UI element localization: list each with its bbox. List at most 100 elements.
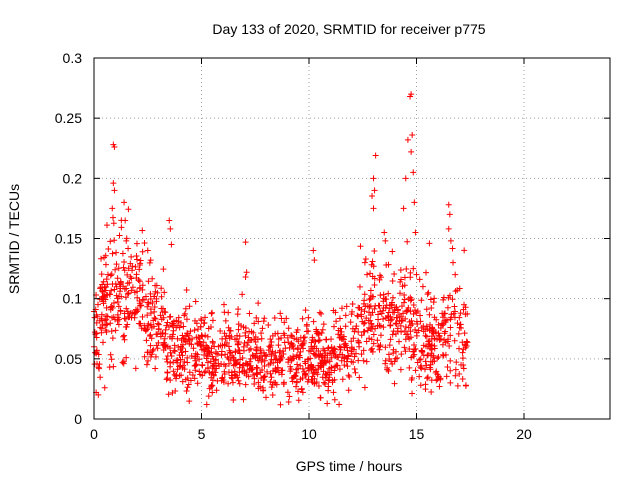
data-point xyxy=(239,355,246,362)
data-point xyxy=(125,290,132,297)
data-point xyxy=(459,339,466,346)
data-point xyxy=(201,369,208,376)
data-point xyxy=(143,361,150,368)
data-point xyxy=(147,321,154,328)
data-point xyxy=(171,342,178,349)
data-point xyxy=(366,335,373,342)
data-point xyxy=(114,275,121,282)
data-point xyxy=(460,362,467,369)
data-point xyxy=(145,278,152,285)
data-point xyxy=(414,308,421,315)
data-point xyxy=(336,315,343,322)
data-point xyxy=(218,348,225,355)
data-point xyxy=(203,355,210,362)
data-point xyxy=(225,324,232,331)
data-point xyxy=(186,398,193,405)
data-point xyxy=(147,342,154,349)
data-point xyxy=(406,335,413,342)
data-point xyxy=(137,302,144,309)
data-point xyxy=(423,306,430,313)
data-point xyxy=(129,284,136,291)
data-point xyxy=(433,377,440,384)
data-point xyxy=(339,351,346,358)
data-point xyxy=(92,349,99,356)
data-point xyxy=(99,288,106,295)
data-point xyxy=(324,357,331,364)
data-point xyxy=(361,297,368,304)
data-point xyxy=(427,345,434,352)
data-point xyxy=(382,237,389,244)
data-point xyxy=(297,376,304,383)
data-point xyxy=(240,396,247,403)
data-point xyxy=(417,356,424,363)
data-point xyxy=(174,359,181,366)
data-point xyxy=(377,308,384,315)
data-point xyxy=(411,351,418,358)
data-point xyxy=(199,361,206,368)
data-point xyxy=(299,342,306,349)
data-point xyxy=(110,300,117,307)
data-point xyxy=(186,303,193,310)
data-point xyxy=(263,394,269,401)
data-point xyxy=(337,346,344,353)
data-point xyxy=(417,364,424,371)
data-point xyxy=(358,306,365,313)
data-point xyxy=(145,322,152,329)
data-point xyxy=(186,337,193,344)
data-point xyxy=(319,374,326,381)
data-point xyxy=(447,367,454,374)
data-point xyxy=(205,325,212,332)
data-point xyxy=(293,378,300,385)
data-point xyxy=(301,368,308,375)
data-point xyxy=(291,372,298,379)
data-point xyxy=(410,301,417,308)
data-point xyxy=(311,337,318,344)
data-point xyxy=(160,347,167,354)
data-point xyxy=(260,349,267,356)
data-point xyxy=(236,380,243,387)
data-point xyxy=(215,343,222,350)
data-point xyxy=(167,225,174,232)
data-point xyxy=(185,332,192,339)
data-point xyxy=(184,359,191,366)
data-point xyxy=(315,382,322,389)
data-point xyxy=(221,330,228,337)
data-point xyxy=(235,326,242,333)
data-point xyxy=(457,310,464,317)
data-point xyxy=(298,386,305,393)
data-point xyxy=(141,353,148,360)
data-point xyxy=(115,303,122,310)
data-point xyxy=(302,307,309,314)
data-point xyxy=(166,314,173,321)
data-point xyxy=(392,320,399,327)
data-point xyxy=(163,322,170,329)
data-point xyxy=(428,304,435,311)
data-point xyxy=(153,282,160,289)
data-point xyxy=(209,317,216,324)
data-point xyxy=(163,356,170,363)
data-point xyxy=(447,237,454,244)
data-point xyxy=(154,320,161,327)
data-point xyxy=(179,332,186,339)
data-point xyxy=(431,335,438,342)
data-point xyxy=(409,132,416,139)
data-point xyxy=(389,361,396,368)
data-point xyxy=(132,365,139,372)
data-point xyxy=(124,290,131,297)
data-point xyxy=(362,303,369,310)
data-point xyxy=(97,374,104,381)
data-point xyxy=(139,296,146,303)
data-point xyxy=(110,314,117,321)
data-point xyxy=(426,327,433,334)
chart-title: Day 133 of 2020, SRMTID for receiver p77… xyxy=(212,21,485,37)
data-point xyxy=(363,358,370,365)
data-point xyxy=(417,312,424,319)
data-point xyxy=(151,293,158,300)
data-point xyxy=(451,337,458,344)
data-point xyxy=(391,306,398,313)
data-point xyxy=(423,269,430,276)
data-point xyxy=(149,275,156,282)
data-point xyxy=(444,304,451,311)
data-point xyxy=(103,304,110,311)
data-point xyxy=(300,337,307,344)
